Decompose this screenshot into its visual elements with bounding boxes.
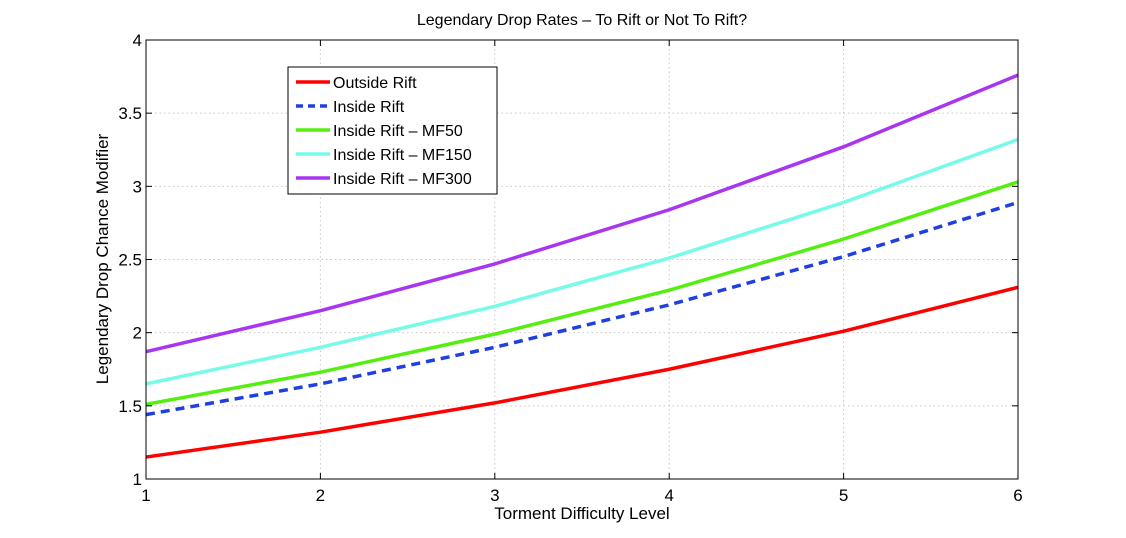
- y-tick-label: 2: [133, 324, 142, 343]
- y-tick-label: 4: [133, 31, 142, 50]
- x-tick-label: 2: [316, 486, 325, 505]
- y-tick-label: 3.5: [118, 104, 142, 123]
- y-axis-title: Legendary Drop Chance Modifier: [93, 133, 112, 384]
- legend-label-3: Inside Rift – MF150: [333, 147, 472, 164]
- axis-ticks: 1 2 3 4 5 6 1 1.5 2 2.5 3 3.5 4: [118, 31, 1022, 505]
- x-tick-label: 4: [664, 486, 673, 505]
- x-tick-label: 3: [490, 486, 499, 505]
- legend-label-0: Outside Rift: [333, 75, 417, 92]
- legend: Outside Rift Inside Rift Inside Rift – MF5…: [287, 66, 498, 195]
- series-line-0: [145, 285, 1019, 459]
- series-line-3: [145, 137, 1019, 386]
- legend-label-2: Inside Rift – MF50: [333, 123, 463, 140]
- series-line-4: [145, 73, 1019, 354]
- y-tick-label: 1: [133, 470, 142, 489]
- legend-label-1: Inside Rift: [333, 99, 405, 116]
- x-axis-title: Torment Difficulty Level: [494, 504, 669, 523]
- x-tick-label: 1: [141, 486, 150, 505]
- chart-title: Legendary Drop Rates – To Rift or Not To…: [417, 12, 747, 29]
- y-tick-label: 2.5: [118, 251, 142, 270]
- series-lines: [145, 73, 1019, 459]
- y-tick-label: 1.5: [118, 397, 142, 416]
- legend-label-4: Inside Rift – MF300: [333, 171, 472, 188]
- series-line-2: [145, 180, 1019, 407]
- x-tick-label: 5: [839, 486, 848, 505]
- x-tick-label: 6: [1013, 486, 1022, 505]
- y-tick-label: 3: [133, 177, 142, 196]
